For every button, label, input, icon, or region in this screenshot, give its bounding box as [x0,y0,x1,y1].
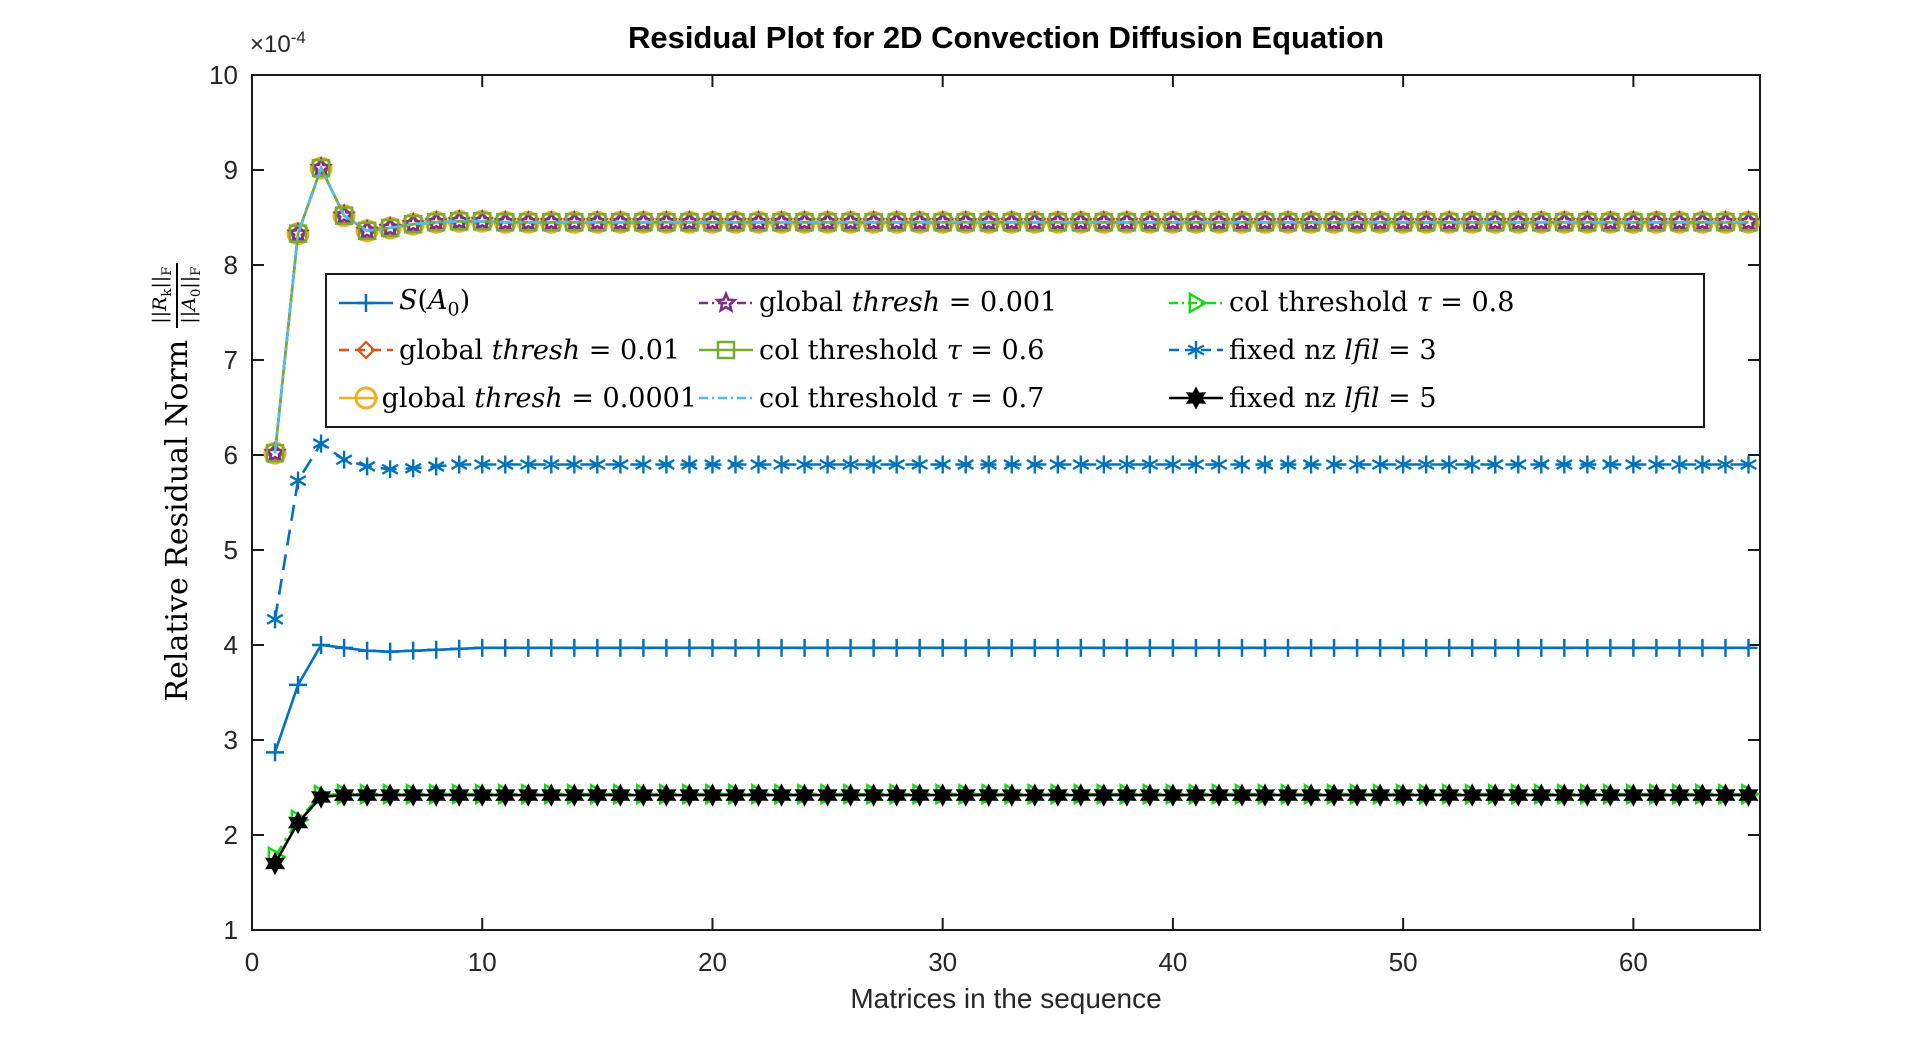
plot-area-border [251,74,1761,931]
y-axis-exponent-base: ×10 [250,31,291,58]
fraction-numerator: ||Rk||F [149,262,178,328]
y-tick-label: 5 [224,535,238,565]
x-tick-label: 40 [1158,947,1187,977]
legend-entry-global-thresh-0.0001: global thresh = 0.0001 [337,375,697,421]
legend-label-global-thresh-0.0001: global thresh = 0.0001 [381,382,697,414]
x-tick-label: 0 [245,947,259,977]
y-tick-label: 8 [224,250,238,280]
y-tick-label: 6 [224,440,238,470]
legend-label-col-threshold-0.8: col threshold τ = 0.8 [1229,287,1515,319]
legend-entry-global-thresh-0.01: global thresh = 0.01 [337,327,697,373]
legend-label-col-threshold-0.6: col threshold τ = 0.6 [759,334,1045,366]
x-tick-label: 50 [1389,947,1418,977]
legend-sample-fixed-nz-lfil-3 [1169,341,1223,360]
x-axis-label: Matrices in the sequence [850,983,1162,1014]
legend-sample-fixed-nz-lfil-5 [1169,386,1223,410]
y-tick-label: 1 [224,915,238,945]
y-tick-label: 2 [224,820,238,850]
legend: S(A0) global thresh = 0.001 col threshold … [325,273,1705,428]
fraction-denominator: ||A0||F [178,266,204,324]
x-tick-label: 20 [698,947,727,977]
y-tick-label: 3 [224,725,238,755]
legend-sample-col-threshold-0.6 [699,341,753,360]
series-col-threshold-0.7 [273,164,1749,454]
legend-entry-col-threshold-0.8: col threshold τ = 0.8 [1167,280,1695,326]
legend-entry-col-threshold-0.6: col threshold τ = 0.6 [697,327,1167,373]
legend-entry-global-thresh-0.001: global thresh = 0.001 [697,280,1167,326]
legend-sample-s-a0 [339,293,393,312]
y-axis-label: Relative Residual Norm ||Rk||F ||A0||F [135,102,219,862]
x-tick-label: 10 [468,947,497,977]
series-fixed-nz-lfil-5 [265,783,1759,876]
legend-label-global-thresh-0.01: global thresh = 0.01 [399,334,681,366]
legend-label-col-threshold-0.7: col threshold τ = 0.7 [759,382,1045,414]
legend-sample-global-thresh-0.01 [339,340,393,361]
legend-entry-fixed-nz-lfil-5: fixed nz lfil = 5 [1167,375,1695,421]
y-tick-label: 7 [224,345,238,375]
y-tick-label: 9 [224,155,238,185]
legend-entry-s-a0: S(A0) [337,280,697,326]
y-axis-exponent-power: -4 [290,28,306,47]
series-fixed-nz-lfil-3 [266,434,1757,629]
y-tick-label: 10 [209,60,238,90]
legend-label-fixed-nz-lfil-3: fixed nz lfil = 3 [1229,334,1437,366]
x-tick-label: 60 [1619,947,1648,977]
y-tick-label: 4 [224,630,238,660]
series-s-a0 [266,636,1758,762]
legend-entry-fixed-nz-lfil-3: fixed nz lfil = 3 [1167,327,1695,373]
x-tick-label: 30 [928,947,957,977]
legend-label-fixed-nz-lfil-5: fixed nz lfil = 5 [1229,382,1437,414]
chart-title: Residual Plot for 2D Convection Diffusio… [627,20,1385,55]
legend-entry-col-threshold-0.7: col threshold τ = 0.7 [697,375,1167,421]
series-line-col-threshold-0.7 [273,164,1749,454]
y-axis-exponent: ×10-4 [250,28,306,59]
legend-sample-col-threshold-0.8 [1169,291,1223,314]
legend-label-global-thresh-0.001: global thresh = 0.001 [759,287,1058,319]
legend-sample-col-threshold-0.7 [699,396,753,400]
legend-sample-global-thresh-0.0001 [339,386,378,410]
series-line-s-a0 [273,643,1749,753]
legend-label-s-a0: S(A0) [399,285,471,321]
y-axis-label-text: Relative Residual Norm [159,339,195,702]
y-axis-label-fraction: ||Rk||F ||A0||F [149,262,204,328]
legend-sample-global-thresh-0.001 [699,290,753,313]
